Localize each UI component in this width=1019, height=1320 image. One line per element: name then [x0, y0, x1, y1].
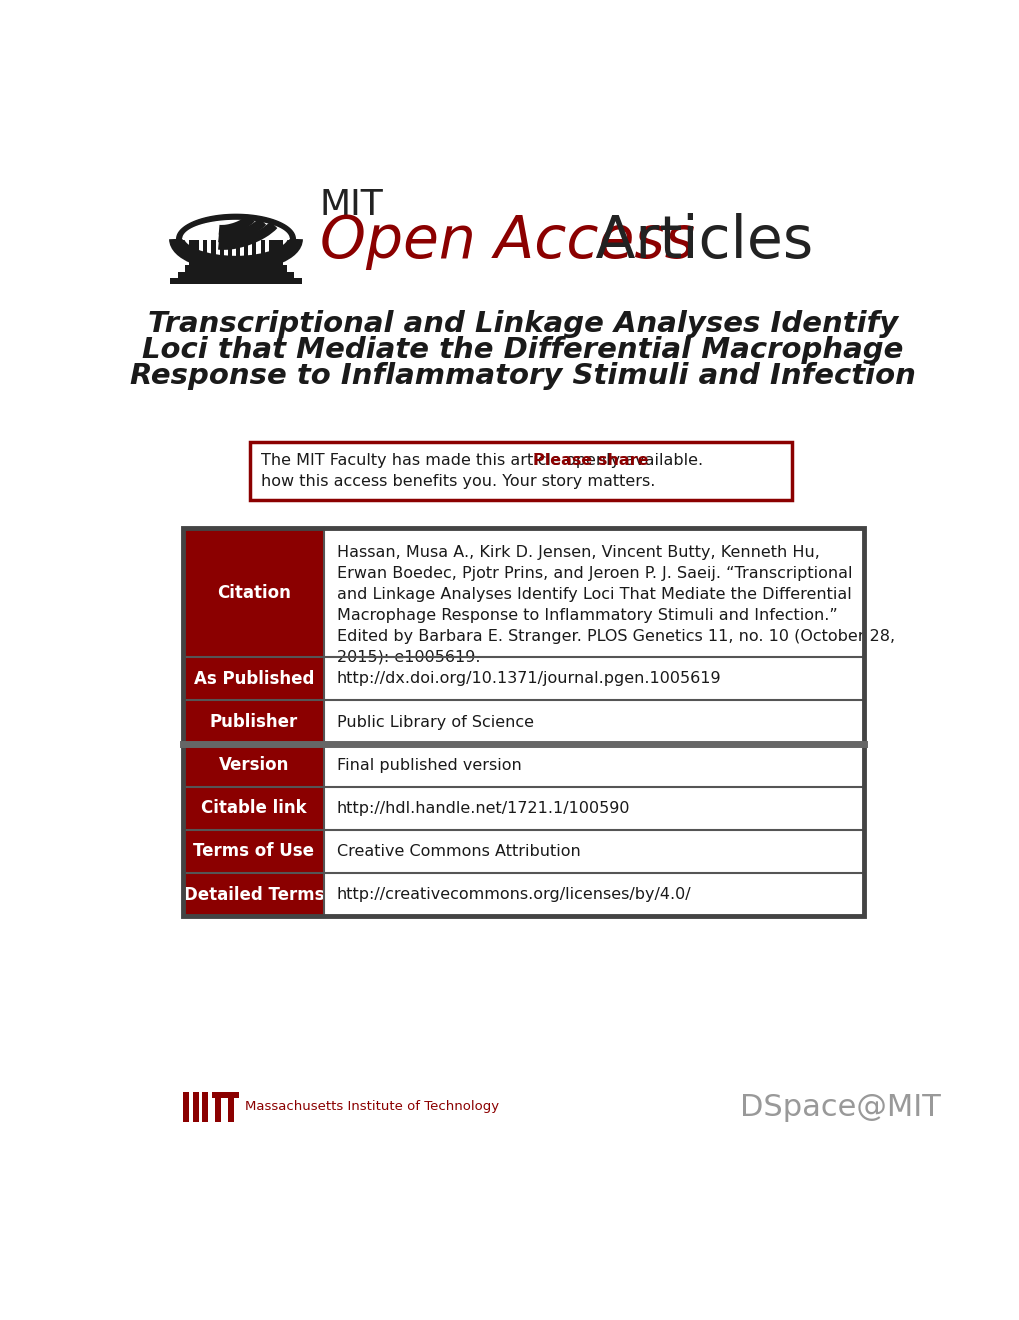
Bar [324, 743, 863, 787]
Bar [183, 873, 324, 916]
Text: Terms of Use: Terms of Use [194, 842, 314, 861]
Bar [324, 657, 863, 701]
Text: http://hdl.handle.net/1721.1/100590: http://hdl.handle.net/1721.1/100590 [336, 801, 630, 816]
Bar [239, 236, 244, 264]
Text: Response to Inflammatory Stimuli and Infection: Response to Inflammatory Stimuli and Inf… [129, 362, 915, 391]
Text: Transcriptional and Linkage Analyses Identify: Transcriptional and Linkage Analyses Ide… [148, 310, 897, 338]
Bar [207, 236, 211, 264]
Bar [324, 873, 863, 916]
Bar [264, 236, 268, 264]
Bar [223, 1093, 238, 1098]
Text: Hassan, Musa A., Kirk D. Jensen, Vincent Butty, Kenneth Hu,
Erwan Boedec, Pjotr : Hassan, Musa A., Kirk D. Jensen, Vincent… [336, 545, 894, 665]
Bar [324, 830, 863, 873]
Text: Creative Commons Attribution: Creative Commons Attribution [336, 843, 580, 859]
Bar [324, 787, 863, 830]
Text: Detailed Terms: Detailed Terms [183, 886, 324, 903]
Text: http://dx.doi.org/10.1371/journal.pgen.1005619: http://dx.doi.org/10.1371/journal.pgen.1… [336, 672, 720, 686]
Bar [183, 528, 863, 916]
Bar [231, 236, 235, 264]
Text: Open Access: Open Access [319, 213, 694, 271]
Bar [183, 743, 324, 787]
Bar [324, 701, 863, 743]
Bar [256, 236, 260, 264]
Bar [170, 277, 302, 284]
Text: Please share: Please share [533, 453, 648, 467]
Text: Articles: Articles [577, 213, 812, 271]
Text: Version: Version [218, 756, 288, 774]
Text: DSpace@MIT: DSpace@MIT [740, 1093, 940, 1122]
Text: Loci that Mediate the Differential Macrophage: Loci that Mediate the Differential Macro… [142, 337, 903, 364]
Bar [212, 1093, 224, 1098]
Text: The MIT Faculty has made this article openly available.: The MIT Faculty has made this article op… [261, 453, 707, 467]
Text: http://creativecommons.org/licenses/by/4.0/: http://creativecommons.org/licenses/by/4… [336, 887, 691, 902]
Bar [184, 265, 287, 272]
Bar [183, 701, 324, 743]
Bar [183, 528, 324, 657]
Bar [215, 1093, 221, 1122]
Bar [178, 272, 293, 277]
Polygon shape [182, 220, 288, 239]
Bar [183, 1093, 190, 1122]
Polygon shape [176, 214, 294, 239]
Bar [183, 787, 324, 830]
Bar [202, 1093, 208, 1122]
Bar [248, 236, 252, 264]
Bar [324, 528, 863, 657]
Bar [199, 236, 203, 264]
Bar [215, 236, 219, 264]
Text: Citable link: Citable link [201, 800, 307, 817]
Bar [228, 1098, 234, 1122]
Bar [183, 830, 324, 873]
Text: how this access benefits you. Your story matters.: how this access benefits you. Your story… [261, 474, 654, 490]
Text: Massachusetts Institute of Technology: Massachusetts Institute of Technology [245, 1100, 499, 1113]
Bar [250, 442, 792, 500]
Bar [223, 236, 227, 264]
Text: Final published version: Final published version [336, 758, 521, 772]
Text: Citation: Citation [217, 583, 290, 602]
Bar [183, 657, 324, 701]
Bar [189, 234, 283, 265]
Text: Publisher: Publisher [210, 713, 298, 731]
Text: MIT: MIT [319, 187, 383, 222]
Bar [193, 1093, 199, 1122]
Text: As Published: As Published [194, 671, 314, 688]
Text: Public Library of Science: Public Library of Science [336, 714, 533, 730]
